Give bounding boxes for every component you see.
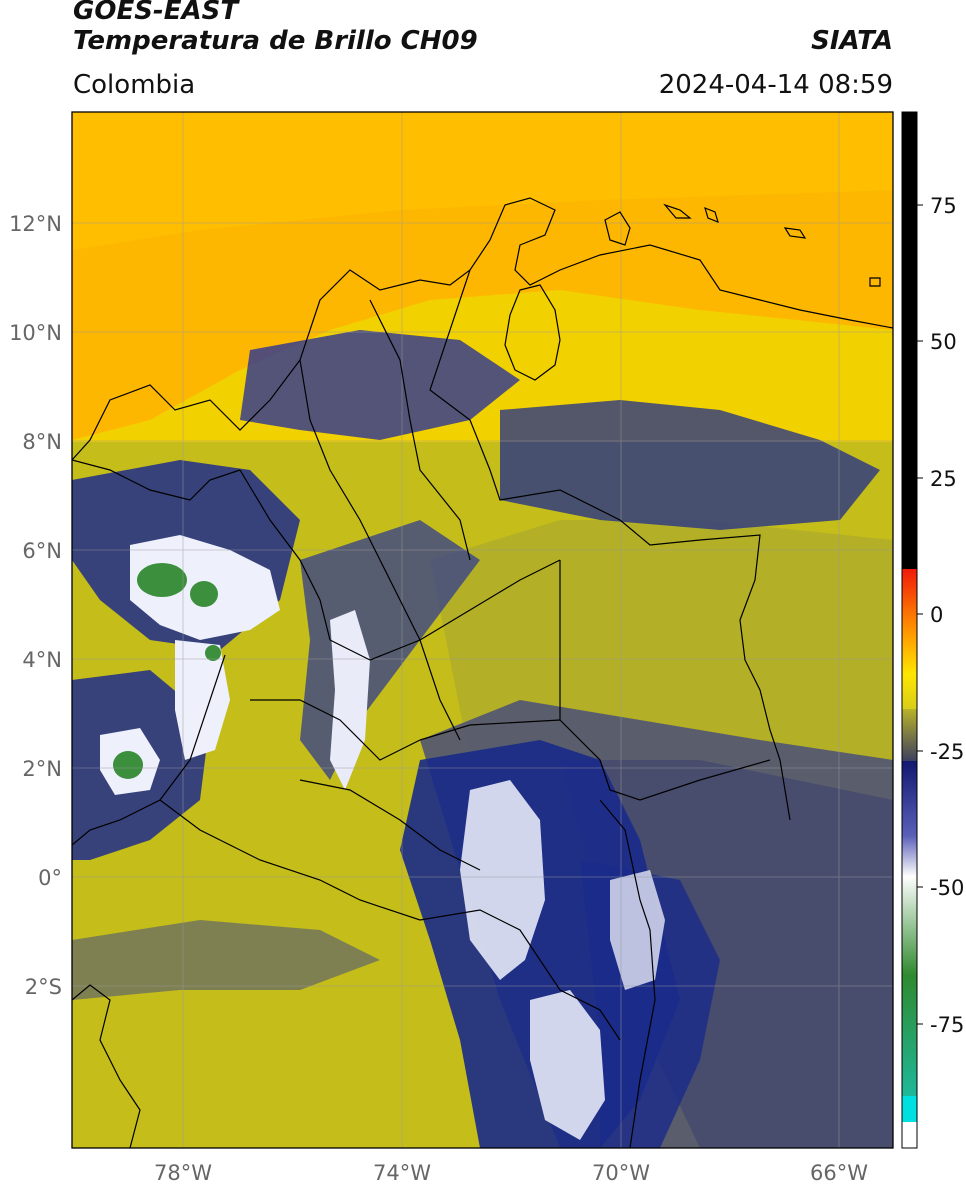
- map-frame: [71, 111, 894, 1149]
- borders: [72, 197, 893, 1148]
- datetime-label: 2024-04-14 08:59: [658, 70, 893, 100]
- colorbar-olive-segment: [902, 709, 917, 761]
- longitude-axis: 78°W 74°W 70°W 66°W: [154, 1161, 868, 1185]
- lat-label: 0°: [38, 866, 62, 890]
- region-label: Colombia: [73, 70, 196, 100]
- lon-label: 70°W: [592, 1161, 650, 1185]
- lat-label: 10°N: [9, 321, 62, 345]
- colorbar-tick-label: 75: [930, 194, 957, 218]
- colorbar-white-segment: [902, 1122, 917, 1148]
- lat-label: 12°N: [9, 212, 62, 236]
- lon-label: 78°W: [154, 1161, 212, 1185]
- colorbar-tick-label: 50: [930, 330, 957, 354]
- colorbar-tick-label: -75: [930, 1013, 964, 1037]
- colorbar-warm-segment: [902, 569, 917, 709]
- colorbar-frame: [901, 111, 918, 1149]
- colorbar: 75 50 25 0 -25 -50 -75: [901, 111, 964, 1149]
- colorbar-tick-label: -25: [930, 740, 964, 764]
- colorbar-cyan-segment: [902, 1096, 917, 1122]
- lat-label: 2°N: [22, 757, 62, 781]
- graticule: [72, 112, 893, 1148]
- lon-label: 74°W: [373, 1161, 431, 1185]
- colorbar-blue-segment: [902, 761, 917, 876]
- lat-label: 8°N: [22, 430, 62, 454]
- colorbar-black-segment: [902, 112, 917, 569]
- brightness-temperature-field: [72, 112, 893, 1148]
- colorbar-tick-label: 0: [930, 603, 943, 627]
- satellite-title: GOES-EAST: [73, 0, 239, 26]
- colorbar-tick-label: -50: [930, 876, 964, 900]
- lon-label: 66°W: [810, 1161, 868, 1185]
- source-label: SIATA: [811, 26, 893, 56]
- lat-label: 2°S: [25, 975, 62, 999]
- product-title: Temperatura de Brillo CH09: [73, 26, 478, 56]
- colorbar-tick-label: 25: [930, 467, 957, 491]
- lat-label: 4°N: [22, 648, 62, 672]
- lat-label: 6°N: [22, 539, 62, 563]
- colorbar-green-segment: [902, 876, 917, 1096]
- latitude-axis: 12°N 10°N 8°N 6°N 4°N 2°N 0° 2°S: [9, 212, 62, 999]
